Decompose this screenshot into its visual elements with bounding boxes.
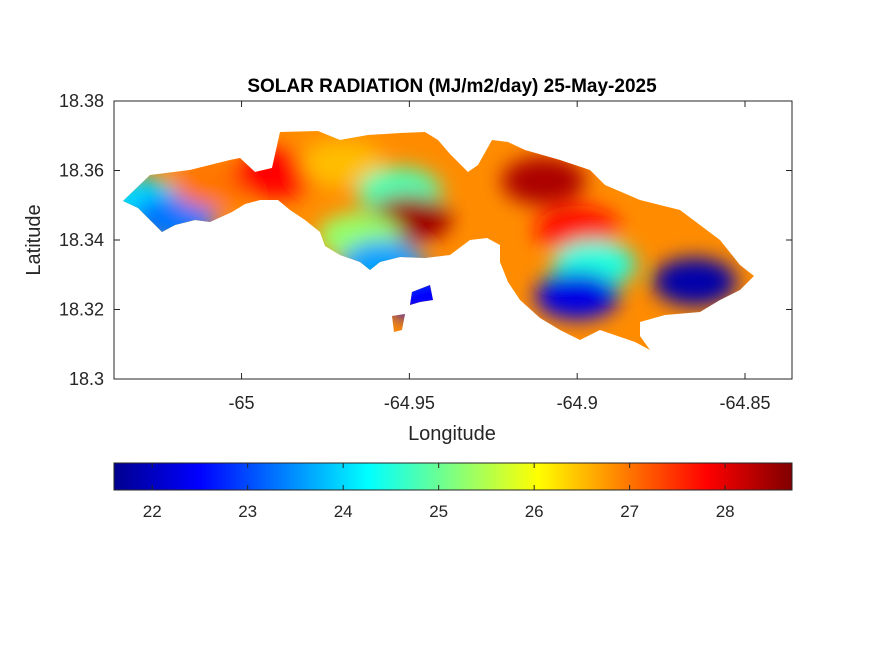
colorbar-tick-label: 26 xyxy=(525,502,544,521)
chart-title: SOLAR RADIATION (MJ/m2/day) 25-May-2025 xyxy=(247,76,657,97)
colorbar-ticks: 22 23 24 25 26 27 28 xyxy=(143,463,735,521)
x-axis-label: Longitude xyxy=(408,423,496,445)
colorbar-tick-label: 27 xyxy=(620,502,639,521)
colorbar-tick-label: 28 xyxy=(716,502,735,521)
radiation-blob-east-point xyxy=(652,257,737,306)
y-axis: 18.3 18.32 18.34 18.36 18.38 xyxy=(59,91,792,389)
colorbar xyxy=(113,462,793,491)
colorbar-tick-label: 24 xyxy=(334,502,353,521)
y-tick-label: 18.38 xyxy=(59,91,104,111)
x-tick-label: -64.9 xyxy=(557,393,598,413)
colorbar-tick-label: 25 xyxy=(429,502,448,521)
colorbar-tick-label: 22 xyxy=(143,502,162,521)
radiation-blob-north-central xyxy=(300,139,385,188)
x-tick-label: -65 xyxy=(229,393,255,413)
y-tick-label: 18.34 xyxy=(59,230,104,250)
radiation-blob-east-south xyxy=(535,271,620,320)
radiation-blob-east-north xyxy=(501,156,586,205)
x-axis: -65 -64.95 -64.9 -64.85 xyxy=(229,101,771,413)
y-tick-label: 18.3 xyxy=(69,369,104,389)
y-tick-label: 18.36 xyxy=(59,161,104,181)
x-tick-label: -64.95 xyxy=(384,393,435,413)
y-tick-label: 18.32 xyxy=(59,300,104,320)
y-axis-label: Latitude xyxy=(23,204,45,275)
x-tick-label: -64.85 xyxy=(719,393,770,413)
colorbar-tick-label: 23 xyxy=(238,502,257,521)
